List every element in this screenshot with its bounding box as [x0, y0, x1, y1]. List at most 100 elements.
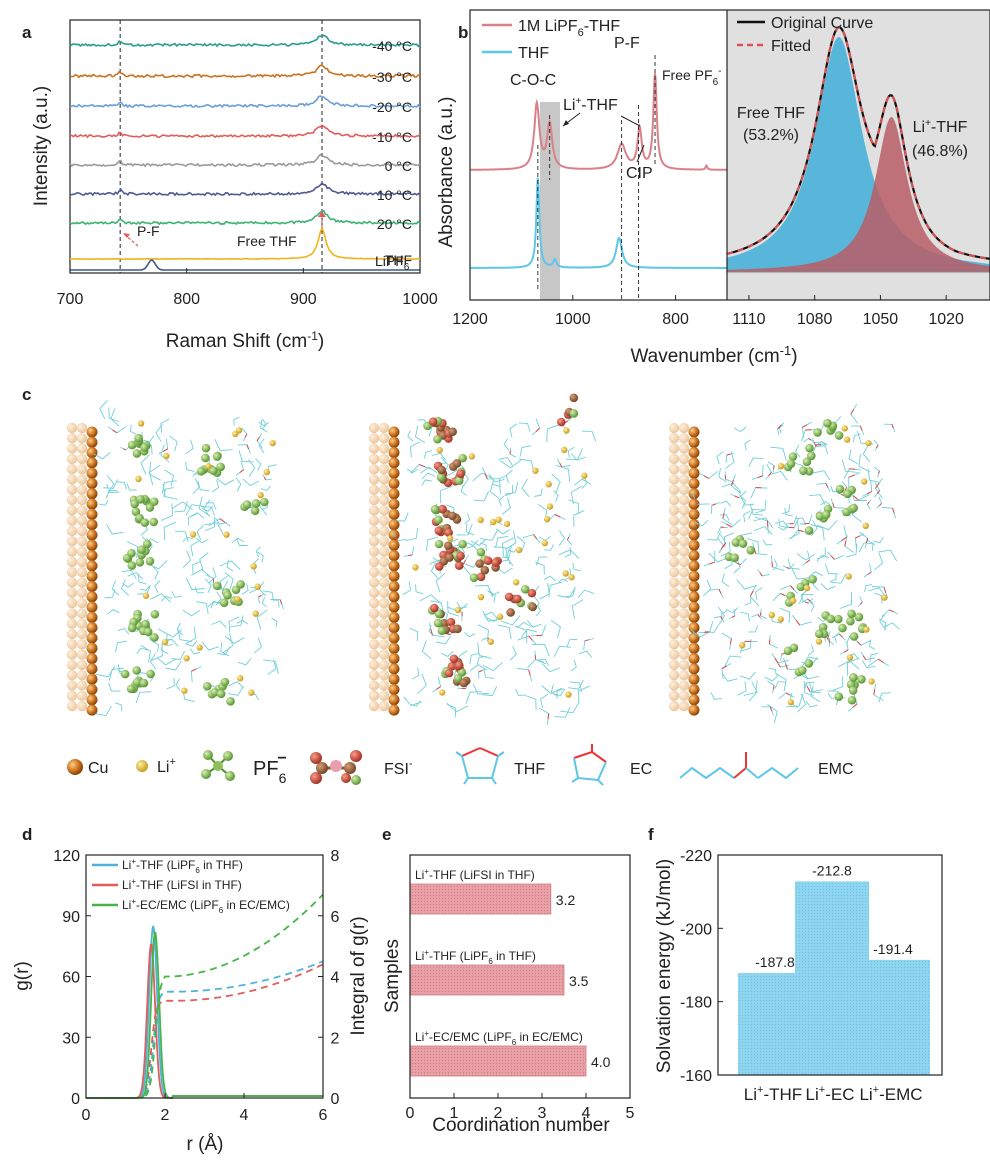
panel-b-annotation-cip: CIP [626, 165, 653, 182]
pf6-atom [738, 539, 748, 548]
panel-f-bar-value-2: -191.4 [873, 941, 913, 957]
cu-atom-front [388, 622, 400, 634]
li-ion [843, 436, 851, 443]
li-ion [439, 689, 446, 696]
panel-e-xtick-label-2: 2 [494, 1105, 503, 1122]
panel-a-series-label-0: -40 °C [372, 38, 412, 54]
panel-f-label: f [648, 825, 654, 844]
pf6-atom [847, 609, 856, 619]
pf6-atom [145, 556, 155, 566]
panel-a-series-label-4: 0 °C [385, 158, 412, 174]
cu-atom-back [668, 536, 680, 547]
cu-atom-front [86, 560, 98, 572]
cu-atom-mid [378, 546, 390, 557]
panel-d-ytick-label-0: 0 [71, 1091, 80, 1108]
cu-atom-back [668, 453, 680, 465]
li-ion [196, 644, 203, 651]
cu-atom-mid [76, 525, 88, 537]
li-ion [565, 691, 572, 698]
panel-f-category-1: Li+-EC [806, 1084, 855, 1104]
cu-atom-mid [378, 690, 390, 701]
cu-atom-mid [378, 680, 390, 691]
cu-atom-mid [378, 453, 390, 465]
fsi-atom [443, 541, 453, 550]
cu-atom-front [86, 457, 98, 469]
panel-d-xtick-label-2: 4 [240, 1107, 249, 1124]
cu-atom-mid [678, 618, 690, 629]
li-ion [248, 689, 255, 696]
li-ion [881, 594, 888, 601]
panel-a-series-line-3 [69, 124, 421, 139]
fsi-atom [439, 618, 449, 628]
panel-d-y2tick-label-1: 2 [331, 1030, 340, 1047]
cu-atom-front [688, 467, 700, 479]
pf6-atom [804, 659, 814, 668]
panel-f-ytick-label-3: -220 [680, 848, 712, 865]
fsi-atom [458, 453, 467, 463]
cu-atom-front [86, 684, 98, 695]
cu-atom-front [688, 704, 700, 716]
li-ion [841, 425, 848, 432]
cu-atom-mid [378, 628, 390, 640]
panel-b-legend-original: Original Curve [771, 15, 873, 32]
cu-atom-front [388, 457, 400, 469]
cu-atom-back [66, 546, 78, 557]
cu-atom-mid [76, 484, 88, 495]
li-ion [263, 468, 271, 476]
panel-a-xtick-label-2: 900 [290, 291, 317, 308]
cu-atom-mid [678, 536, 690, 547]
cu-atom-front [688, 581, 700, 592]
pf6-atom [219, 598, 229, 607]
cu-atom-front [388, 550, 400, 562]
cu-atom-mid [76, 546, 88, 557]
cu-atom-front [688, 570, 700, 582]
li-ion [563, 427, 570, 434]
solvent-oxygen-bonds [694, 408, 895, 712]
cu-atom-front [688, 478, 700, 489]
fsi-atom [444, 668, 454, 678]
pf6-atom [132, 677, 142, 687]
panel-a-series-line-7 [69, 226, 421, 261]
pf6-atom [798, 666, 807, 675]
pf6-atom [259, 497, 269, 507]
pf6-atom [730, 553, 739, 562]
fsi-atom [434, 515, 443, 525]
pf6-atom [142, 539, 152, 549]
pf6-atom [126, 684, 136, 694]
legend-pf6-icon [201, 750, 235, 781]
cu-atom-front [388, 694, 400, 706]
li-ion [223, 531, 230, 538]
panel-a-thf-arrowhead [318, 211, 326, 217]
cu-atom-mid [378, 494, 390, 506]
panel-d-legend-label-0: Li+-THF (LiPF6 in THF) [122, 857, 243, 875]
cu-atom-back [368, 608, 380, 619]
cu-atom-mid [76, 618, 88, 629]
panel-d-xlabel: r (Å) [187, 1134, 224, 1155]
cu-atom-front [388, 591, 400, 603]
fsi-atom [453, 673, 463, 683]
pf6-atom [131, 507, 141, 516]
cu-atom-mid [678, 556, 690, 568]
panel-e-ylabel: Samples [382, 939, 403, 1013]
cu-atom-front [388, 663, 400, 675]
panel-a-xtick-label-3: 1000 [402, 291, 438, 308]
panel-b-annotation-pf: P-F [614, 35, 640, 52]
fsi-atom [480, 565, 490, 575]
fsi-atom [454, 476, 464, 486]
pf6-atom [150, 633, 159, 642]
legend-thf-label: THF [514, 761, 545, 778]
cu-atom-front [688, 632, 700, 644]
cu-atom-mid [678, 515, 690, 526]
cu-atom-back [668, 649, 680, 660]
cu-atom-back [668, 628, 680, 640]
panel-d-rdf-line-0 [86, 925, 323, 1099]
pf6-atom [242, 500, 252, 509]
pf6-atom [132, 666, 141, 675]
li-ion [269, 439, 276, 447]
panel-d-ytick-label-2: 60 [62, 970, 80, 987]
pf6-atom [799, 466, 808, 476]
panel-d-integral-line-1 [144, 963, 324, 1091]
panel-d-y2tick-label-0: 0 [331, 1091, 340, 1108]
cu-atom-mid [678, 670, 690, 681]
